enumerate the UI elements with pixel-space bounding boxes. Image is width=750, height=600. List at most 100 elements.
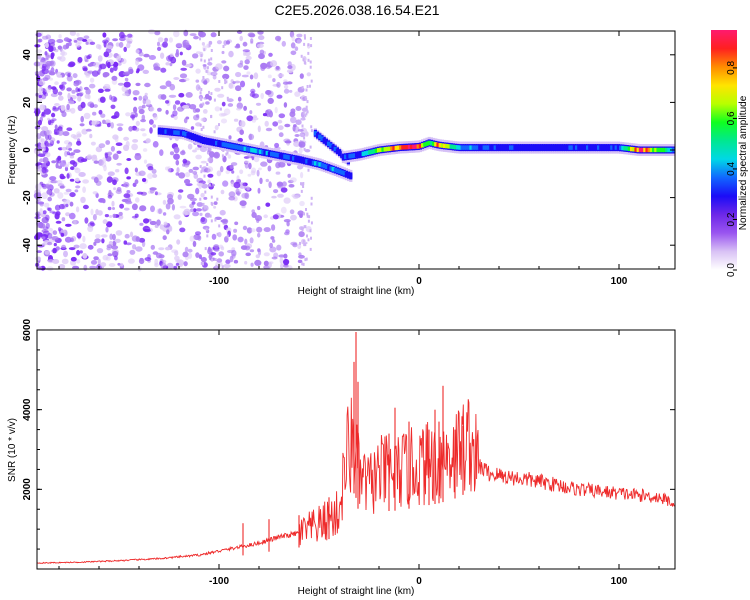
noise-speckle — [38, 38, 43, 43]
noise-speckle — [62, 159, 66, 164]
noise-speckle — [110, 122, 114, 129]
upper-branch-core — [263, 150, 267, 155]
noise-streak — [216, 197, 219, 201]
noise-speckle — [248, 133, 252, 141]
noise-speckle — [249, 74, 254, 80]
dc-line-core — [432, 141, 436, 147]
noise-speckle — [165, 166, 170, 171]
noise-speckle — [59, 160, 67, 167]
dc-line-core — [383, 147, 387, 152]
noise-speckle — [244, 192, 250, 200]
noise-speckle — [100, 113, 106, 118]
dc-line-core — [348, 154, 352, 159]
noise-speckle — [287, 179, 294, 184]
dc-line-core — [570, 145, 574, 150]
noise-speckle — [44, 87, 52, 93]
noise-speckle — [233, 181, 241, 189]
noise-speckle — [300, 171, 304, 179]
noise-speckle — [271, 224, 276, 231]
noise-speckle — [114, 255, 118, 261]
noise-speckle — [63, 191, 70, 195]
noise-speckle — [180, 150, 186, 156]
noise-speckle — [114, 238, 121, 243]
dc-line-core — [625, 146, 629, 151]
noise-speckle — [172, 110, 178, 117]
noise-speckle — [102, 157, 107, 163]
noise-speckle — [220, 118, 228, 124]
upper-branch-core — [305, 159, 309, 164]
noise-speckle — [189, 208, 195, 213]
dc-line-core — [656, 147, 660, 153]
dc-line-core — [341, 154, 345, 160]
noise-speckle — [69, 160, 76, 165]
noise-speckle — [52, 259, 60, 264]
noise-speckle — [41, 111, 45, 117]
noise-speckle — [111, 200, 115, 207]
noise-streak — [310, 79, 313, 83]
noise-speckle — [215, 63, 223, 70]
noise-speckle — [82, 253, 88, 259]
noise-speckle — [239, 80, 246, 88]
noise-speckle — [250, 38, 254, 44]
noise-speckle — [199, 103, 204, 108]
dc-line-core — [366, 150, 370, 155]
noise-speckle — [95, 44, 101, 49]
noise-streak — [302, 58, 305, 62]
noise-speckle — [259, 49, 265, 55]
noise-speckle — [219, 165, 224, 173]
noise-speckle — [277, 193, 284, 198]
noise-speckle — [283, 253, 288, 259]
noise-streak — [204, 247, 207, 251]
lower-branch-core — [338, 150, 342, 155]
lower-branch-core — [333, 146, 337, 152]
noise-speckle — [107, 171, 115, 176]
noise-speckle — [76, 249, 81, 256]
noise-speckle — [246, 227, 253, 234]
noise-speckle — [173, 153, 180, 160]
noise-speckle — [277, 73, 285, 78]
noise-speckle — [54, 103, 60, 106]
noise-speckle — [125, 112, 131, 117]
noise-speckle — [174, 100, 181, 105]
noise-streak — [305, 208, 307, 211]
upper-branch-core — [223, 142, 227, 147]
noise-speckle — [153, 114, 158, 121]
noise-speckle — [221, 50, 225, 55]
noise-speckle — [213, 244, 220, 249]
dc-line-core — [533, 145, 537, 150]
upper-branch-core — [322, 163, 326, 169]
noise-speckle — [160, 67, 167, 73]
noise-speckle — [204, 212, 211, 218]
noise-speckle — [77, 56, 83, 63]
noise-speckle — [123, 136, 129, 141]
noise-speckle — [41, 68, 49, 75]
noise-speckle — [278, 113, 286, 119]
noise-speckle — [228, 82, 235, 89]
noise-streak — [210, 92, 213, 96]
noise-speckle — [117, 126, 123, 132]
noise-speckle — [61, 258, 69, 265]
noise-speckle — [247, 173, 252, 177]
noise-speckle — [49, 176, 57, 181]
noise-speckle — [192, 211, 200, 217]
spectrogram-ytick-label: -40 — [22, 238, 33, 253]
noise-streak — [225, 80, 228, 84]
noise-speckle — [127, 258, 135, 264]
noise-speckle — [246, 186, 250, 191]
noise-speckle — [152, 124, 157, 128]
noise-speckle — [65, 42, 70, 49]
noise-speckle — [191, 201, 196, 205]
noise-speckle — [165, 109, 169, 115]
noise-speckle — [79, 123, 85, 127]
noise-speckle — [55, 220, 62, 224]
noise-streak — [221, 86, 224, 90]
noise-speckle — [80, 101, 86, 109]
lower-branch-core — [322, 138, 326, 143]
upper-branch-core — [300, 158, 304, 163]
noise-speckle — [277, 182, 284, 189]
noise-speckle — [142, 178, 147, 182]
noise-speckle — [45, 227, 53, 232]
noise-speckle — [213, 205, 217, 209]
noise-streak — [199, 123, 202, 127]
upper-branch-core — [278, 153, 282, 158]
